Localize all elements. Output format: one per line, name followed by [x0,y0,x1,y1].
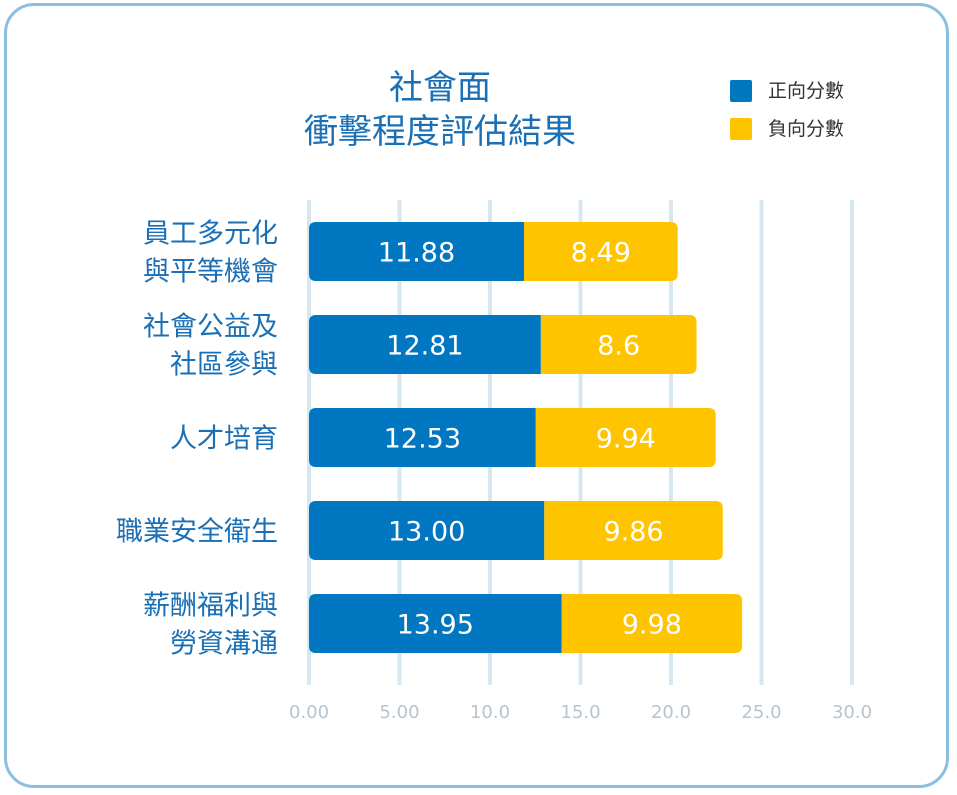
data-label-positive: 12.53 [384,424,461,455]
legend-label-negative: 負向分數 [768,118,845,140]
data-label-negative: 9.98 [622,610,682,641]
data-label-negative: 9.86 [603,517,663,548]
data-label-negative: 8.6 [597,331,640,362]
category-label: 社區參與 [170,350,278,381]
chart-title-line-1: 社會面 [389,68,491,108]
bar-positive [309,222,525,281]
bar-positive [309,315,541,374]
data-label-positive: 13.00 [388,517,465,548]
category-label: 人才培育 [170,424,278,455]
category-label: 與平等機會 [143,257,278,288]
x-tick-label: 25.0 [741,702,781,723]
data-label-negative: 8.49 [571,238,631,269]
legend-swatch-positive [730,80,752,102]
legend-label-positive: 正向分數 [768,80,845,102]
x-tick-label: 30.0 [832,702,872,723]
x-tick-label: 20.0 [651,702,691,723]
data-label-positive: 12.81 [386,331,463,362]
data-label-positive: 11.88 [378,238,455,269]
category-label: 薪酬福利與 [143,591,278,622]
bar-negative [561,594,743,653]
bar-negative [544,501,723,560]
category-label: 員工多元化 [143,219,278,250]
chart-title-line-2: 衝擊程度評估結果 [304,112,576,152]
bar-positive [309,408,536,467]
chart-card [4,3,949,788]
x-tick-label: 15.0 [560,702,600,723]
legend-swatch-negative [730,118,752,140]
bar-negative [535,408,716,467]
data-label-positive: 13.95 [397,610,474,641]
bar-negative [524,222,678,281]
bar-positive [309,594,562,653]
chart-title: 社會面 衝擊程度評估結果 [300,66,580,154]
bar-negative [540,315,697,374]
category-label: 職業安全衛生 [116,517,278,548]
x-tick-label: 5.00 [379,702,419,723]
category-label: 勞資溝通 [170,629,278,660]
bar-positive [309,501,545,560]
x-tick-label: 0.00 [289,702,329,723]
x-tick-label: 10.0 [470,702,510,723]
category-label: 社會公益及 [143,312,278,343]
data-label-negative: 9.94 [596,424,656,455]
